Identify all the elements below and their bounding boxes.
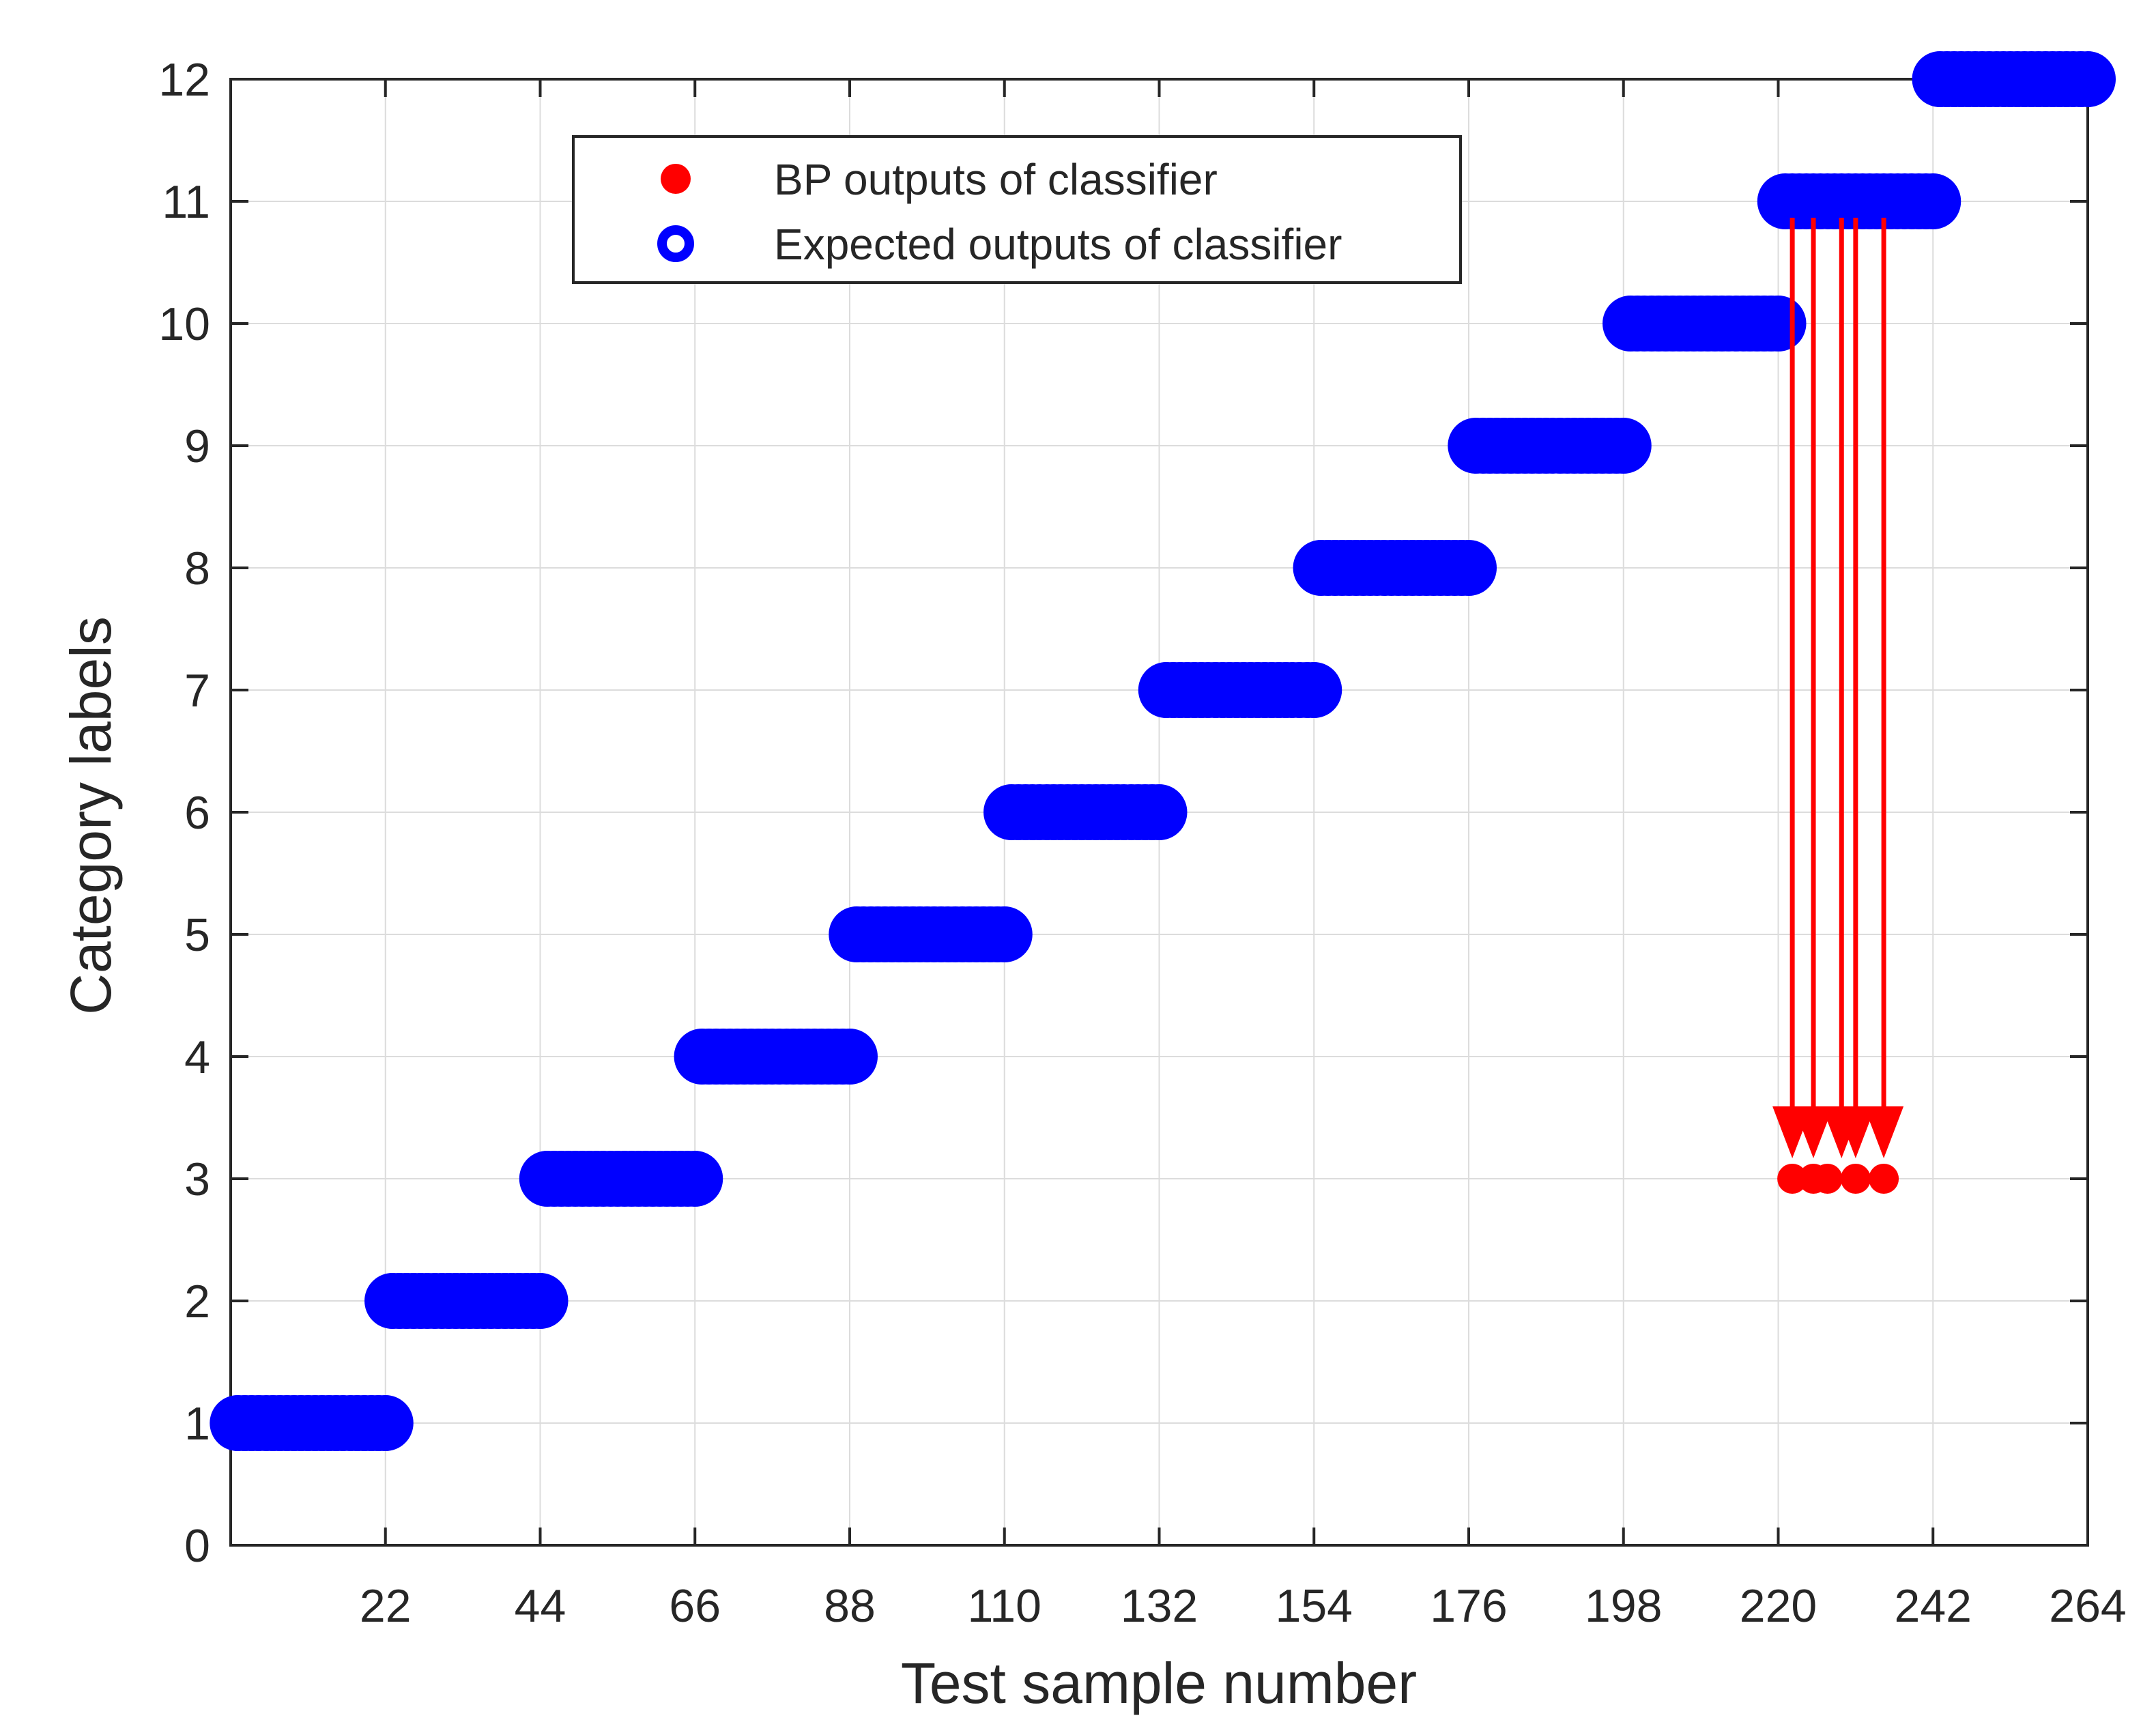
bp-output-point [1869,1164,1899,1194]
expected-output-point [2060,51,2116,107]
x-tick-label: 220 [1740,1580,1817,1632]
x-tick-label: 22 [360,1580,412,1632]
x-tick-label: 176 [1430,1580,1507,1632]
y-tick-label: 1 [184,1398,210,1450]
legend-marker-bp-outputs [661,164,691,194]
legend-box [572,135,1462,284]
y-tick-label: 8 [184,543,210,594]
y-tick-label: 10 [158,298,210,350]
misclassification-arrow-head [1864,1106,1904,1158]
y-axis-title: Category labels [59,616,123,1015]
legend-marker-expected-outputs [657,225,694,262]
data-layer [210,51,2116,1451]
x-tick-label: 154 [1276,1580,1353,1632]
expected-output-point [976,906,1033,962]
x-tick-label: 264 [2049,1580,2126,1632]
y-tick-label: 11 [162,176,210,228]
x-tick-label: 110 [968,1580,1041,1632]
x-tick-label: 132 [1121,1580,1198,1632]
y-tick-label: 2 [184,1276,210,1328]
expected-output-point [667,1151,723,1207]
axes-layer: 22 44 66 88 110 132 154 176 198 220 242 26401234567… [158,54,2126,1632]
legend-label-bp-outputs: BP outputs of classifier [774,155,1218,204]
misclassification-arrow-head [1794,1106,1834,1158]
expected-output-point [1905,173,1961,229]
x-tick-label: 242 [1895,1580,1972,1632]
x-axis-title: Test sample number [901,1651,1417,1715]
x-tick-label: 88 [824,1580,876,1632]
expected-output-point [822,1029,878,1085]
expected-output-point [1595,418,1652,474]
bp-output-point [1840,1164,1871,1194]
expected-output-point [512,1273,569,1329]
expected-output-point [357,1395,414,1451]
x-tick-label: 198 [1585,1580,1662,1632]
misclassification-arrow-head [1835,1106,1875,1158]
y-tick-label: 7 [184,665,210,717]
y-tick-label: 9 [184,420,210,472]
y-tick-label: 4 [184,1031,210,1083]
x-tick-label: 44 [515,1580,566,1632]
y-tick-label: 6 [184,787,210,839]
legend: BP outputs of classifier Expected output… [572,135,1462,284]
legend-label-expected-outputs: Expected outputs of classifier [774,220,1342,269]
bp-output-point [1777,1164,1808,1194]
expected-output-point [1286,662,1342,718]
expected-output-point [1131,784,1188,840]
annotation-layer [1772,218,1904,1158]
y-tick-label: 12 [158,54,210,106]
bp-output-point [1812,1164,1843,1194]
y-tick-label: 5 [184,909,210,961]
y-tick-label: 0 [184,1520,210,1572]
expected-output-point [1441,540,1497,596]
y-tick-label: 3 [184,1153,210,1205]
x-tick-label: 66 [669,1580,721,1632]
